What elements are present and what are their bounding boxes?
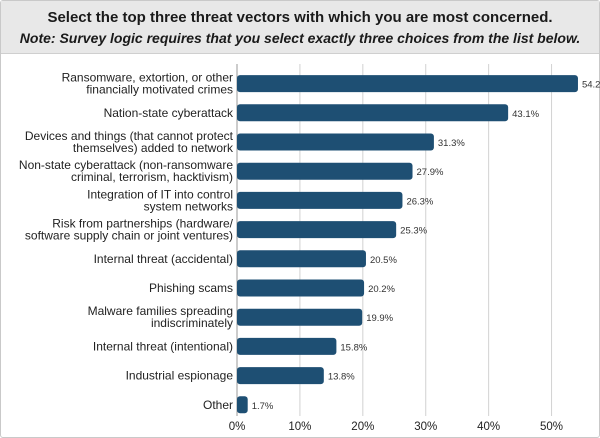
category-label: Phishing scams <box>149 281 233 295</box>
bar <box>237 221 397 239</box>
value-label: 27.9% <box>417 167 444 178</box>
bar <box>237 250 366 268</box>
category-label: Risk from partnerships (hardware/softwar… <box>25 217 234 243</box>
category-label: Industrial espionage <box>126 369 234 383</box>
x-tick-label: 40% <box>477 421 500 433</box>
category-label: Internal threat (accidental) <box>94 252 233 266</box>
bar <box>237 133 434 151</box>
value-label: 1.7% <box>252 401 274 412</box>
bar <box>237 337 337 355</box>
value-label: 54.2% <box>582 80 600 91</box>
bar <box>237 308 363 326</box>
value-label: 20.5% <box>370 255 397 266</box>
value-label: 25.3% <box>400 226 427 237</box>
category-label: Other <box>203 398 233 412</box>
value-label: 20.2% <box>368 284 395 295</box>
value-label: 19.9% <box>366 313 393 324</box>
x-tick-label: 0% <box>229 421 246 433</box>
value-label: 31.3% <box>438 138 465 149</box>
category-label: Malware families spreading indiscriminate… <box>88 304 233 330</box>
category-label: Ransomware, extortion, or other financial… <box>62 71 233 97</box>
x-tick-label: 20% <box>351 421 374 433</box>
bar <box>237 75 578 93</box>
value-label: 13.8% <box>328 372 355 383</box>
x-tick-label: 50% <box>540 421 563 433</box>
x-tick-label: 10% <box>288 421 311 433</box>
category-label: Devices and things (that cannot protect t… <box>25 129 234 155</box>
x-tick-label: 30% <box>414 421 437 433</box>
bar <box>237 396 248 414</box>
category-label: Nation-state cyberattack <box>104 106 234 120</box>
bar <box>237 367 324 385</box>
bar <box>237 162 413 180</box>
value-label: 15.8% <box>340 342 367 353</box>
category-label: Non-state cyberattack (non-ransomware cri… <box>19 158 233 184</box>
bar <box>237 104 509 122</box>
chart-subtitle: Note: Survey logic requires that you sel… <box>19 30 581 46</box>
bar <box>237 279 365 297</box>
chart-title: Select the top three threat vectors with… <box>47 9 553 26</box>
category-label: Integration of IT into control system net… <box>87 187 233 213</box>
value-label: 43.1% <box>512 109 539 120</box>
value-label: 26.3% <box>406 196 433 207</box>
bar <box>237 191 403 209</box>
category-label: Internal threat (intentional) <box>93 339 233 353</box>
chart-header: Select the top three threat vectors with… <box>1 1 599 54</box>
